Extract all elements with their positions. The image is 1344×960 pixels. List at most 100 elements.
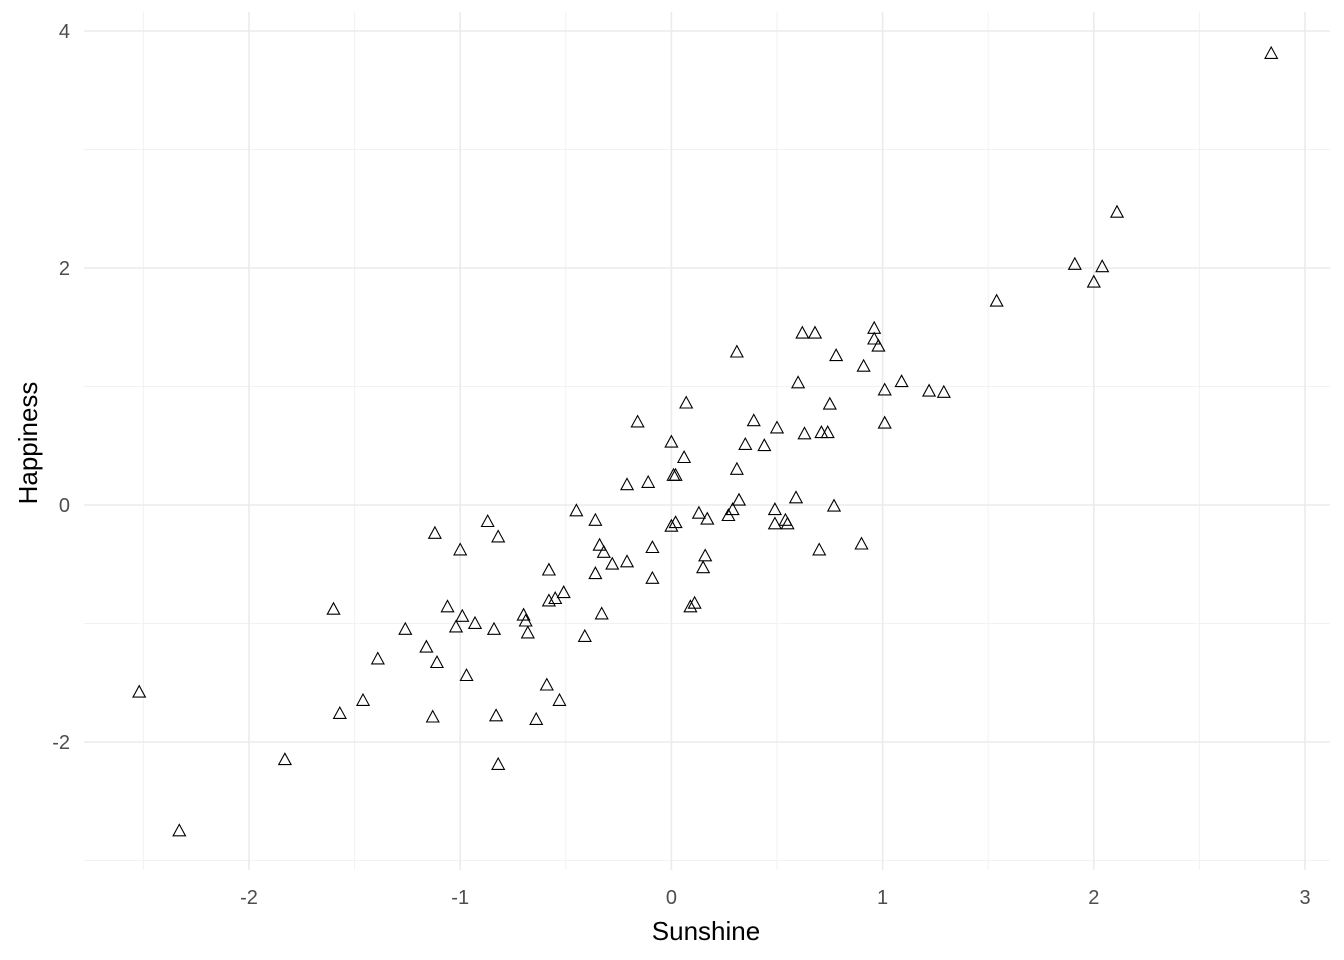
data-point <box>641 474 656 488</box>
data-point <box>1067 256 1082 270</box>
data-point <box>679 395 694 409</box>
data-point <box>894 374 909 388</box>
data-point <box>1109 204 1125 218</box>
y-tick-label: 0 <box>59 495 70 517</box>
data-point <box>453 542 468 556</box>
data-point <box>807 325 823 339</box>
data-point <box>541 562 557 576</box>
y-tick-label: -2 <box>52 732 70 754</box>
data-point <box>605 556 620 570</box>
data-point <box>936 384 951 398</box>
data-point <box>548 590 563 605</box>
data-point <box>516 607 531 621</box>
x-tick-label: 1 <box>877 887 888 909</box>
y-axis-title: Happiness <box>13 382 43 505</box>
data-point <box>277 752 293 766</box>
data-point <box>577 628 592 642</box>
data-point <box>683 599 698 613</box>
data-point <box>731 492 747 506</box>
data-point <box>664 518 679 532</box>
data-point <box>854 536 869 550</box>
y-tick-label: 4 <box>59 21 70 43</box>
data-point <box>440 599 455 613</box>
data-point <box>429 654 445 669</box>
y-tick-label: 2 <box>59 258 70 280</box>
data-point <box>738 436 753 450</box>
data-point <box>588 566 603 580</box>
x-tick-label: 0 <box>666 887 677 909</box>
data-point <box>588 512 603 526</box>
data-point <box>370 651 385 665</box>
data-point <box>326 601 341 615</box>
data-point <box>921 383 937 397</box>
data-point <box>691 505 706 519</box>
data-points <box>132 45 1279 837</box>
y-axis-tick-labels: -2 0 2 4 <box>52 21 70 754</box>
data-point <box>1086 274 1101 288</box>
data-point <box>856 358 871 372</box>
data-point <box>425 709 440 723</box>
data-point <box>668 467 683 481</box>
data-point <box>619 554 635 568</box>
data-point <box>989 293 1004 307</box>
data-point <box>455 608 470 622</box>
data-point <box>826 498 842 512</box>
data-point <box>790 375 806 389</box>
data-point <box>769 420 785 434</box>
data-point <box>491 756 506 770</box>
data-point <box>172 823 187 837</box>
data-point <box>820 425 835 439</box>
data-point <box>491 529 506 543</box>
data-point <box>556 585 571 599</box>
data-point <box>767 502 783 516</box>
data-point <box>698 548 713 562</box>
data-point <box>539 677 554 691</box>
data-point <box>729 344 744 358</box>
data-point <box>518 613 533 627</box>
data-point <box>664 434 679 448</box>
data-point <box>871 338 886 352</box>
data-point <box>467 615 483 629</box>
data-point <box>541 593 557 607</box>
data-point <box>746 413 761 427</box>
data-point <box>795 325 810 339</box>
minor-gridlines <box>84 12 1330 870</box>
data-point <box>594 606 609 620</box>
data-point <box>332 705 347 719</box>
x-tick-label: -1 <box>451 887 469 909</box>
data-point <box>687 595 702 609</box>
data-point <box>877 415 892 429</box>
data-point <box>569 503 584 517</box>
data-point <box>552 692 567 706</box>
x-axis-tick-labels: -2 -1 0 1 2 3 <box>240 887 1310 909</box>
data-point <box>812 542 827 556</box>
data-point <box>132 684 147 698</box>
data-point <box>757 438 772 452</box>
data-point <box>788 490 804 504</box>
data-point <box>867 331 882 345</box>
data-point <box>520 625 535 639</box>
major-gridlines <box>84 12 1330 870</box>
data-point <box>721 508 736 522</box>
data-point <box>645 540 660 554</box>
x-tick-label: 2 <box>1088 887 1099 909</box>
data-point <box>725 502 740 516</box>
data-point <box>767 516 783 530</box>
data-point <box>729 461 744 475</box>
data-point <box>695 560 711 574</box>
data-point <box>1264 45 1279 59</box>
x-tick-label: 3 <box>1299 887 1310 909</box>
data-point <box>700 511 715 525</box>
data-point <box>486 621 502 635</box>
data-point <box>488 708 504 722</box>
x-tick-label: -2 <box>240 887 258 909</box>
data-point <box>1095 259 1110 273</box>
data-point <box>778 512 793 526</box>
data-point <box>592 537 607 551</box>
data-point <box>596 544 611 558</box>
data-point <box>645 570 660 584</box>
data-point <box>355 692 371 706</box>
x-axis-title: Sunshine <box>652 916 760 946</box>
data-point <box>529 711 544 725</box>
